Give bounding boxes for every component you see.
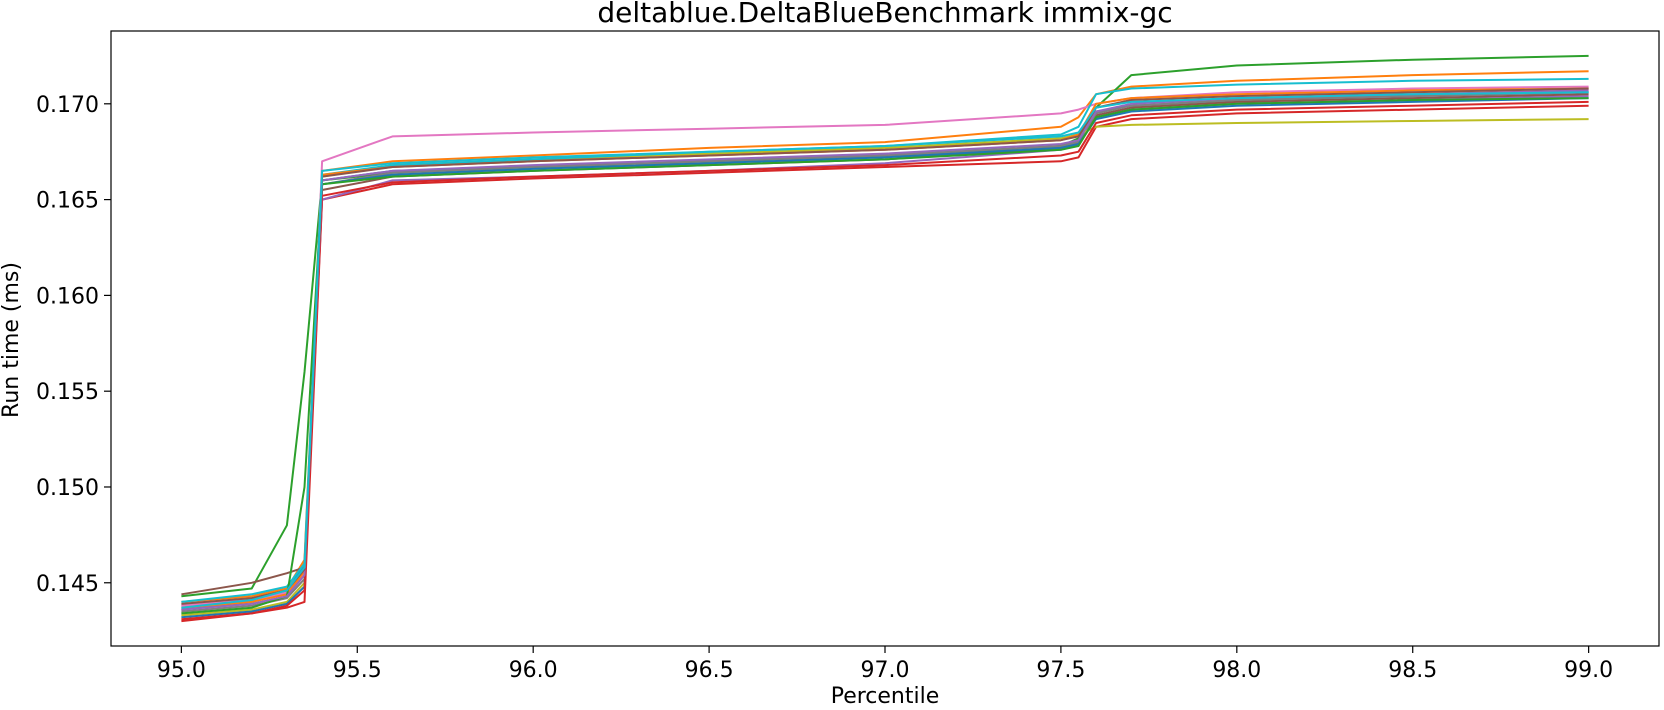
y-tick-label: 0.145 xyxy=(36,572,99,597)
y-axis-label: Run time (ms) xyxy=(0,262,24,418)
series-line-1 xyxy=(181,91,1589,611)
series-line-4 xyxy=(181,104,1589,623)
series-line-15 xyxy=(181,89,1589,611)
x-tick-label: 98.0 xyxy=(1212,658,1261,683)
y-tick-label: 0.170 xyxy=(36,93,99,118)
x-tick-label: 97.0 xyxy=(861,658,910,683)
x-tick-label: 97.5 xyxy=(1036,658,1085,683)
x-tick-label: 99.0 xyxy=(1564,658,1613,683)
x-tick-label: 96.5 xyxy=(685,658,734,683)
series-line-2 xyxy=(181,70,1589,603)
x-tick-label: 95.5 xyxy=(333,658,382,683)
y-tick-label: 0.155 xyxy=(36,380,99,405)
series-line-13 xyxy=(181,97,1589,615)
series-line-6 xyxy=(181,93,1589,596)
x-tick-label: 95.0 xyxy=(157,658,206,683)
x-axis: 95.0 95.5 96.0 96.5 97.0 97.5 98.0 98.5 99.0 xyxy=(157,646,1613,683)
y-tick-label: 0.160 xyxy=(36,284,99,309)
series-line-8 xyxy=(181,91,1589,613)
x-tick-label: 96.0 xyxy=(509,658,558,683)
y-tick-label: 0.150 xyxy=(36,476,99,501)
chart-title: deltablue.DeltaBlueBenchmark immix-gc xyxy=(597,0,1172,29)
x-tick-label: 98.5 xyxy=(1388,658,1437,683)
series-line-14 xyxy=(181,100,1589,621)
series-line-17 xyxy=(181,91,1589,609)
series-line-9 xyxy=(181,118,1589,617)
y-axis: 0.145 0.150 0.155 0.160 0.165 0.170 xyxy=(36,93,111,597)
plot-frame xyxy=(110,30,1660,647)
series-line-11 xyxy=(181,97,1589,619)
x-axis-label: Percentile xyxy=(831,684,940,709)
y-tick-label: 0.165 xyxy=(36,189,99,214)
series-layer xyxy=(181,54,1589,623)
